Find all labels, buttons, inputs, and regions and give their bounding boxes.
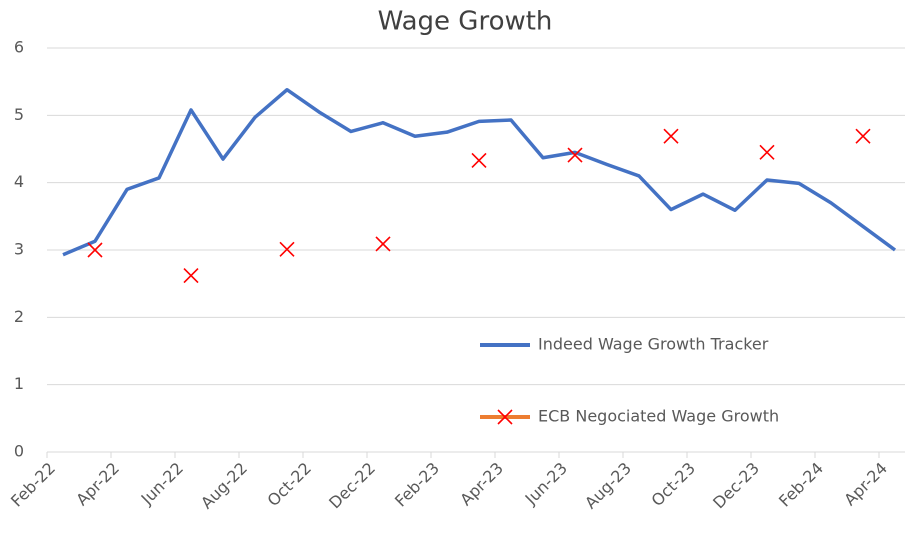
legend-marker-stroke [497,409,513,425]
x-tick-label: Jun-22 [137,459,187,509]
marker [87,242,103,258]
marker [567,147,583,163]
marker-stroke [855,128,871,144]
marker [855,128,871,144]
x-tick-label: Feb-23 [391,459,443,511]
x-tick-label: Feb-24 [775,459,827,511]
y-tick-label: 6 [14,38,24,57]
x-tick-label: Oct-23 [648,459,699,510]
x-tick-label: Aug-23 [581,459,635,513]
marker-stroke [759,144,775,160]
x-tick-label: Apr-23 [456,459,507,510]
x-tick-label: Jun-23 [521,459,571,509]
y-tick-label: 5 [14,105,24,124]
marker [375,236,391,252]
chart-title: Wage Growth [378,7,553,37]
y-tick-label: 4 [14,172,24,191]
legend-marker [497,409,513,425]
x-tick-label: Apr-24 [840,459,891,510]
marker [759,144,775,160]
marker [279,241,295,257]
x-tick-label: Feb-22 [7,459,59,511]
marker-stroke [663,128,679,144]
marker-stroke [471,152,487,169]
marker-stroke [87,242,103,258]
legend-label: ECB Negociated Wage Growth [538,407,779,426]
x-tick-label: Oct-22 [264,459,315,510]
marker [663,128,679,144]
y-tick-label: 3 [14,240,24,259]
y-tick-label: 0 [14,442,24,461]
x-tick-label: Aug-22 [197,459,251,513]
y-tick-label: 2 [14,307,24,326]
marker-stroke [375,236,391,252]
marker [471,152,487,169]
marker-stroke [567,147,583,163]
y-tick-label: 1 [14,374,24,393]
x-tick-label: Dec-23 [709,459,763,513]
legend-label: Indeed Wage Growth Tracker [538,335,769,354]
x-tick-label: Dec-22 [325,459,379,513]
marker-stroke [183,268,199,284]
line-series [62,87,897,257]
marker [183,268,199,284]
x-tick-label: Apr-22 [72,459,123,510]
marker-stroke [279,241,295,257]
